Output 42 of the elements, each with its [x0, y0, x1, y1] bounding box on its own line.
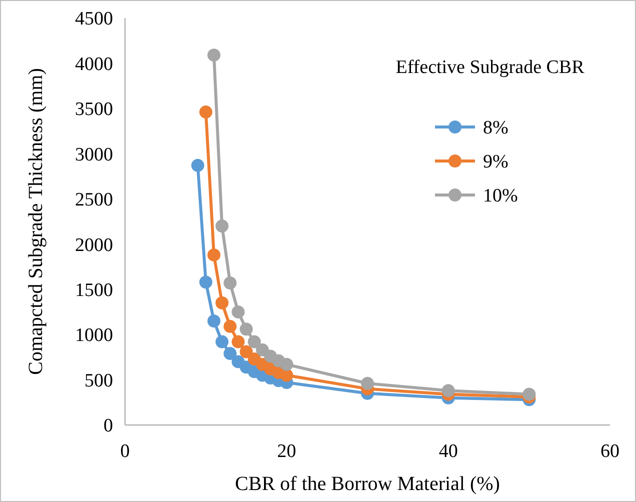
- point: [280, 358, 294, 371]
- point: [442, 384, 455, 398]
- point: [199, 106, 212, 119]
- point: [280, 368, 294, 382]
- x-tick-label: 0: [120, 441, 130, 462]
- point: [207, 248, 220, 262]
- x-axis-title: CBR of the Borrow Material (%): [235, 473, 500, 495]
- point: [216, 296, 228, 310]
- y-tick-label: 1000: [75, 325, 113, 346]
- point: [232, 305, 245, 318]
- y-tick-label: 3000: [75, 144, 113, 166]
- point: [191, 158, 204, 172]
- y-tick-label: 4000: [75, 54, 113, 75]
- y-tick-label: 2000: [75, 234, 113, 256]
- legend-label: 10%: [483, 186, 518, 207]
- legend-label: 9%: [483, 152, 508, 173]
- x-tick-label: 60: [600, 441, 620, 462]
- point: [216, 220, 228, 233]
- y-tick-label: 2500: [75, 190, 113, 211]
- y-tick-label: 4500: [75, 8, 113, 30]
- point: [232, 335, 245, 348]
- point: [224, 347, 237, 360]
- y-tick-label: 500: [84, 370, 113, 392]
- point: [207, 48, 220, 62]
- point: [240, 345, 253, 358]
- y-tick-label: 3500: [75, 99, 113, 120]
- point: [207, 314, 220, 328]
- point: [224, 320, 237, 333]
- point: [216, 335, 228, 348]
- x-tick-label: 20: [277, 441, 296, 462]
- point: [248, 335, 261, 348]
- y-tick-label: 0: [104, 416, 113, 437]
- legend-title: Effective Subgrade CBR: [396, 57, 585, 78]
- point: [240, 322, 253, 336]
- point: [199, 276, 212, 289]
- point: [361, 376, 374, 390]
- y-tick-label: 1500: [75, 280, 113, 301]
- point: [522, 388, 536, 401]
- x-tick-label: 40: [438, 441, 458, 462]
- y-axis-title: Comapcted Subgrade Thickness (mm): [25, 68, 47, 375]
- point: [224, 276, 237, 290]
- legend-label: 8%: [483, 118, 508, 139]
